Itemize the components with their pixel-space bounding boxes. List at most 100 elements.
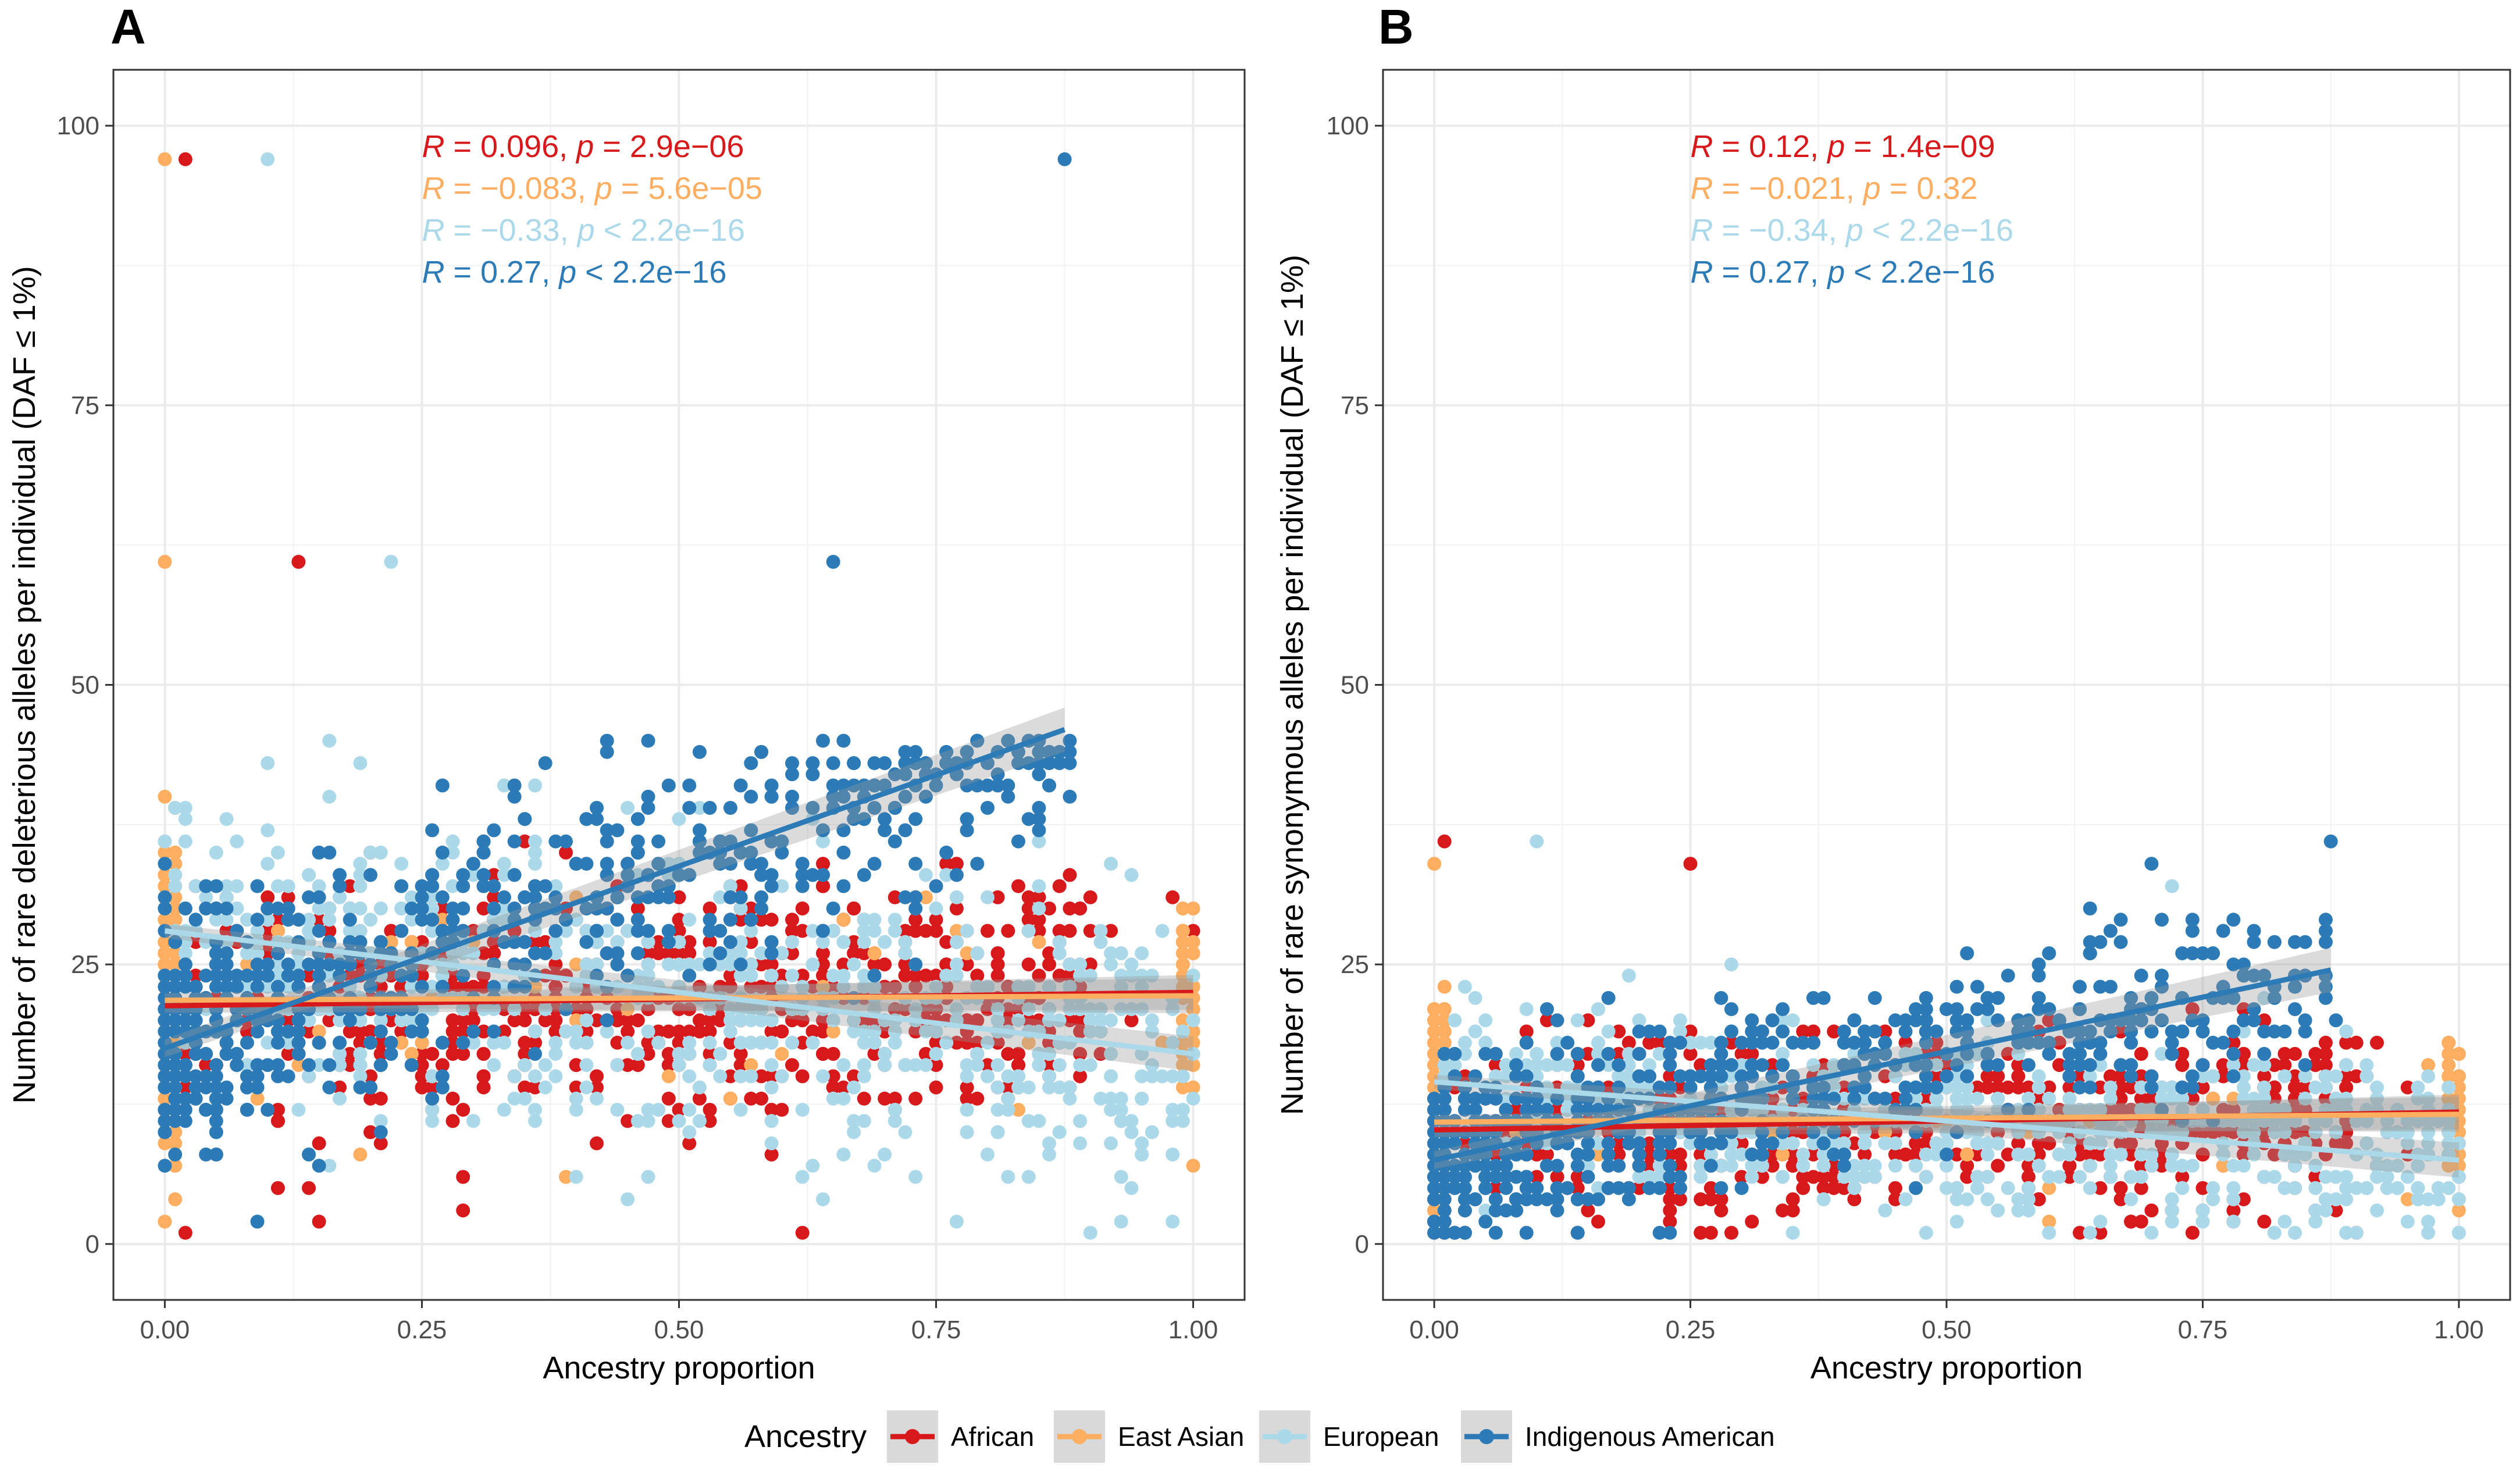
data-point bbox=[1539, 1058, 1554, 1073]
data-point bbox=[898, 924, 913, 938]
data-point bbox=[672, 890, 686, 904]
data-point bbox=[2175, 1159, 2190, 1173]
data-point bbox=[2083, 1181, 2097, 1195]
data-point bbox=[2134, 1047, 2148, 1061]
data-point bbox=[898, 957, 913, 972]
data-point bbox=[384, 924, 398, 938]
data-point bbox=[1448, 1013, 1462, 1028]
data-point bbox=[1063, 1013, 1077, 1028]
data-point bbox=[487, 1024, 501, 1039]
data-point bbox=[1601, 1024, 1616, 1039]
data-point bbox=[1021, 890, 1036, 904]
data-point bbox=[661, 1069, 676, 1084]
data-point bbox=[353, 1035, 368, 1050]
data-point bbox=[1745, 1214, 1759, 1229]
data-point bbox=[507, 1069, 522, 1084]
data-point bbox=[1083, 1225, 1097, 1240]
data-point bbox=[1021, 957, 1036, 972]
data-point bbox=[733, 879, 748, 893]
data-point bbox=[1104, 857, 1118, 871]
data-point bbox=[569, 1080, 583, 1095]
data-point bbox=[548, 1024, 563, 1039]
data-point bbox=[918, 924, 933, 938]
data-point bbox=[600, 1013, 614, 1028]
data-point bbox=[847, 1114, 861, 1128]
data-point bbox=[518, 834, 532, 849]
data-point bbox=[754, 913, 768, 927]
data-point bbox=[456, 979, 471, 994]
data-point bbox=[908, 957, 923, 972]
data-point bbox=[425, 1091, 440, 1106]
data-point bbox=[713, 924, 728, 938]
data-point bbox=[1021, 812, 1036, 826]
data-point bbox=[466, 857, 480, 871]
data-point bbox=[2370, 1203, 2384, 1218]
data-point bbox=[1165, 1214, 1180, 1229]
data-point bbox=[2329, 1192, 2343, 1206]
data-point bbox=[1042, 902, 1056, 915]
data-point bbox=[949, 1035, 964, 1050]
data-point bbox=[507, 834, 522, 849]
data-point bbox=[1052, 946, 1067, 960]
data-point bbox=[2339, 1024, 2354, 1039]
data-point bbox=[353, 1047, 368, 1061]
data-point bbox=[795, 1035, 810, 1050]
data-point-outlier bbox=[826, 555, 840, 569]
data-point bbox=[2308, 1047, 2323, 1061]
data-point bbox=[929, 1047, 943, 1061]
data-point bbox=[682, 1069, 697, 1084]
data-point-outlier bbox=[178, 152, 193, 166]
data-point bbox=[1457, 1035, 1472, 1050]
data-point bbox=[981, 1002, 995, 1017]
data-point bbox=[518, 1047, 532, 1061]
data-point bbox=[1724, 1225, 1738, 1240]
data-point bbox=[908, 857, 923, 871]
data-point bbox=[528, 1047, 542, 1061]
data-point bbox=[826, 902, 840, 915]
data-point bbox=[1052, 924, 1067, 938]
data-point bbox=[312, 924, 326, 938]
data-point bbox=[1001, 1103, 1015, 1117]
data-point bbox=[1991, 1159, 2005, 1173]
data-point bbox=[1560, 1058, 1575, 1073]
data-point bbox=[456, 1024, 471, 1039]
data-point bbox=[1021, 913, 1036, 927]
data-point bbox=[610, 957, 625, 972]
data-point bbox=[1478, 1013, 1493, 1028]
data-point bbox=[867, 756, 882, 771]
x-tick-label: 0.50 bbox=[654, 1316, 704, 1344]
data-point bbox=[2277, 1069, 2292, 1084]
data-point bbox=[538, 1013, 553, 1028]
data-point bbox=[1032, 1013, 1046, 1028]
data-point bbox=[302, 1148, 316, 1161]
data-point bbox=[764, 1080, 779, 1095]
data-point bbox=[960, 1035, 974, 1050]
data-point bbox=[744, 902, 758, 915]
data-point bbox=[456, 902, 471, 915]
data-point bbox=[805, 756, 820, 771]
data-point bbox=[2451, 1225, 2466, 1240]
data-point bbox=[795, 1013, 810, 1028]
data-point bbox=[744, 789, 758, 804]
data-point bbox=[528, 1024, 542, 1039]
data-point bbox=[1032, 902, 1046, 915]
data-point bbox=[1949, 1214, 1964, 1229]
data-point bbox=[713, 1047, 728, 1061]
data-point bbox=[764, 1103, 779, 1117]
data-point bbox=[1796, 1181, 1810, 1195]
data-point bbox=[579, 1002, 594, 1017]
stat-line: R = −0.083, p = 5.6e−05 bbox=[422, 171, 762, 206]
data-point bbox=[1888, 1159, 1902, 1173]
data-point bbox=[816, 924, 830, 938]
data-point bbox=[1816, 1159, 1831, 1173]
data-point bbox=[168, 1192, 183, 1206]
data-point bbox=[2451, 1069, 2466, 1084]
data-point bbox=[2441, 1181, 2456, 1195]
data-point bbox=[487, 902, 501, 915]
data-point bbox=[1011, 834, 1025, 849]
data-point bbox=[1724, 957, 1738, 972]
data-point bbox=[672, 1103, 686, 1117]
data-point bbox=[1052, 968, 1067, 983]
data-point bbox=[415, 1047, 429, 1061]
data-point bbox=[970, 1013, 985, 1028]
